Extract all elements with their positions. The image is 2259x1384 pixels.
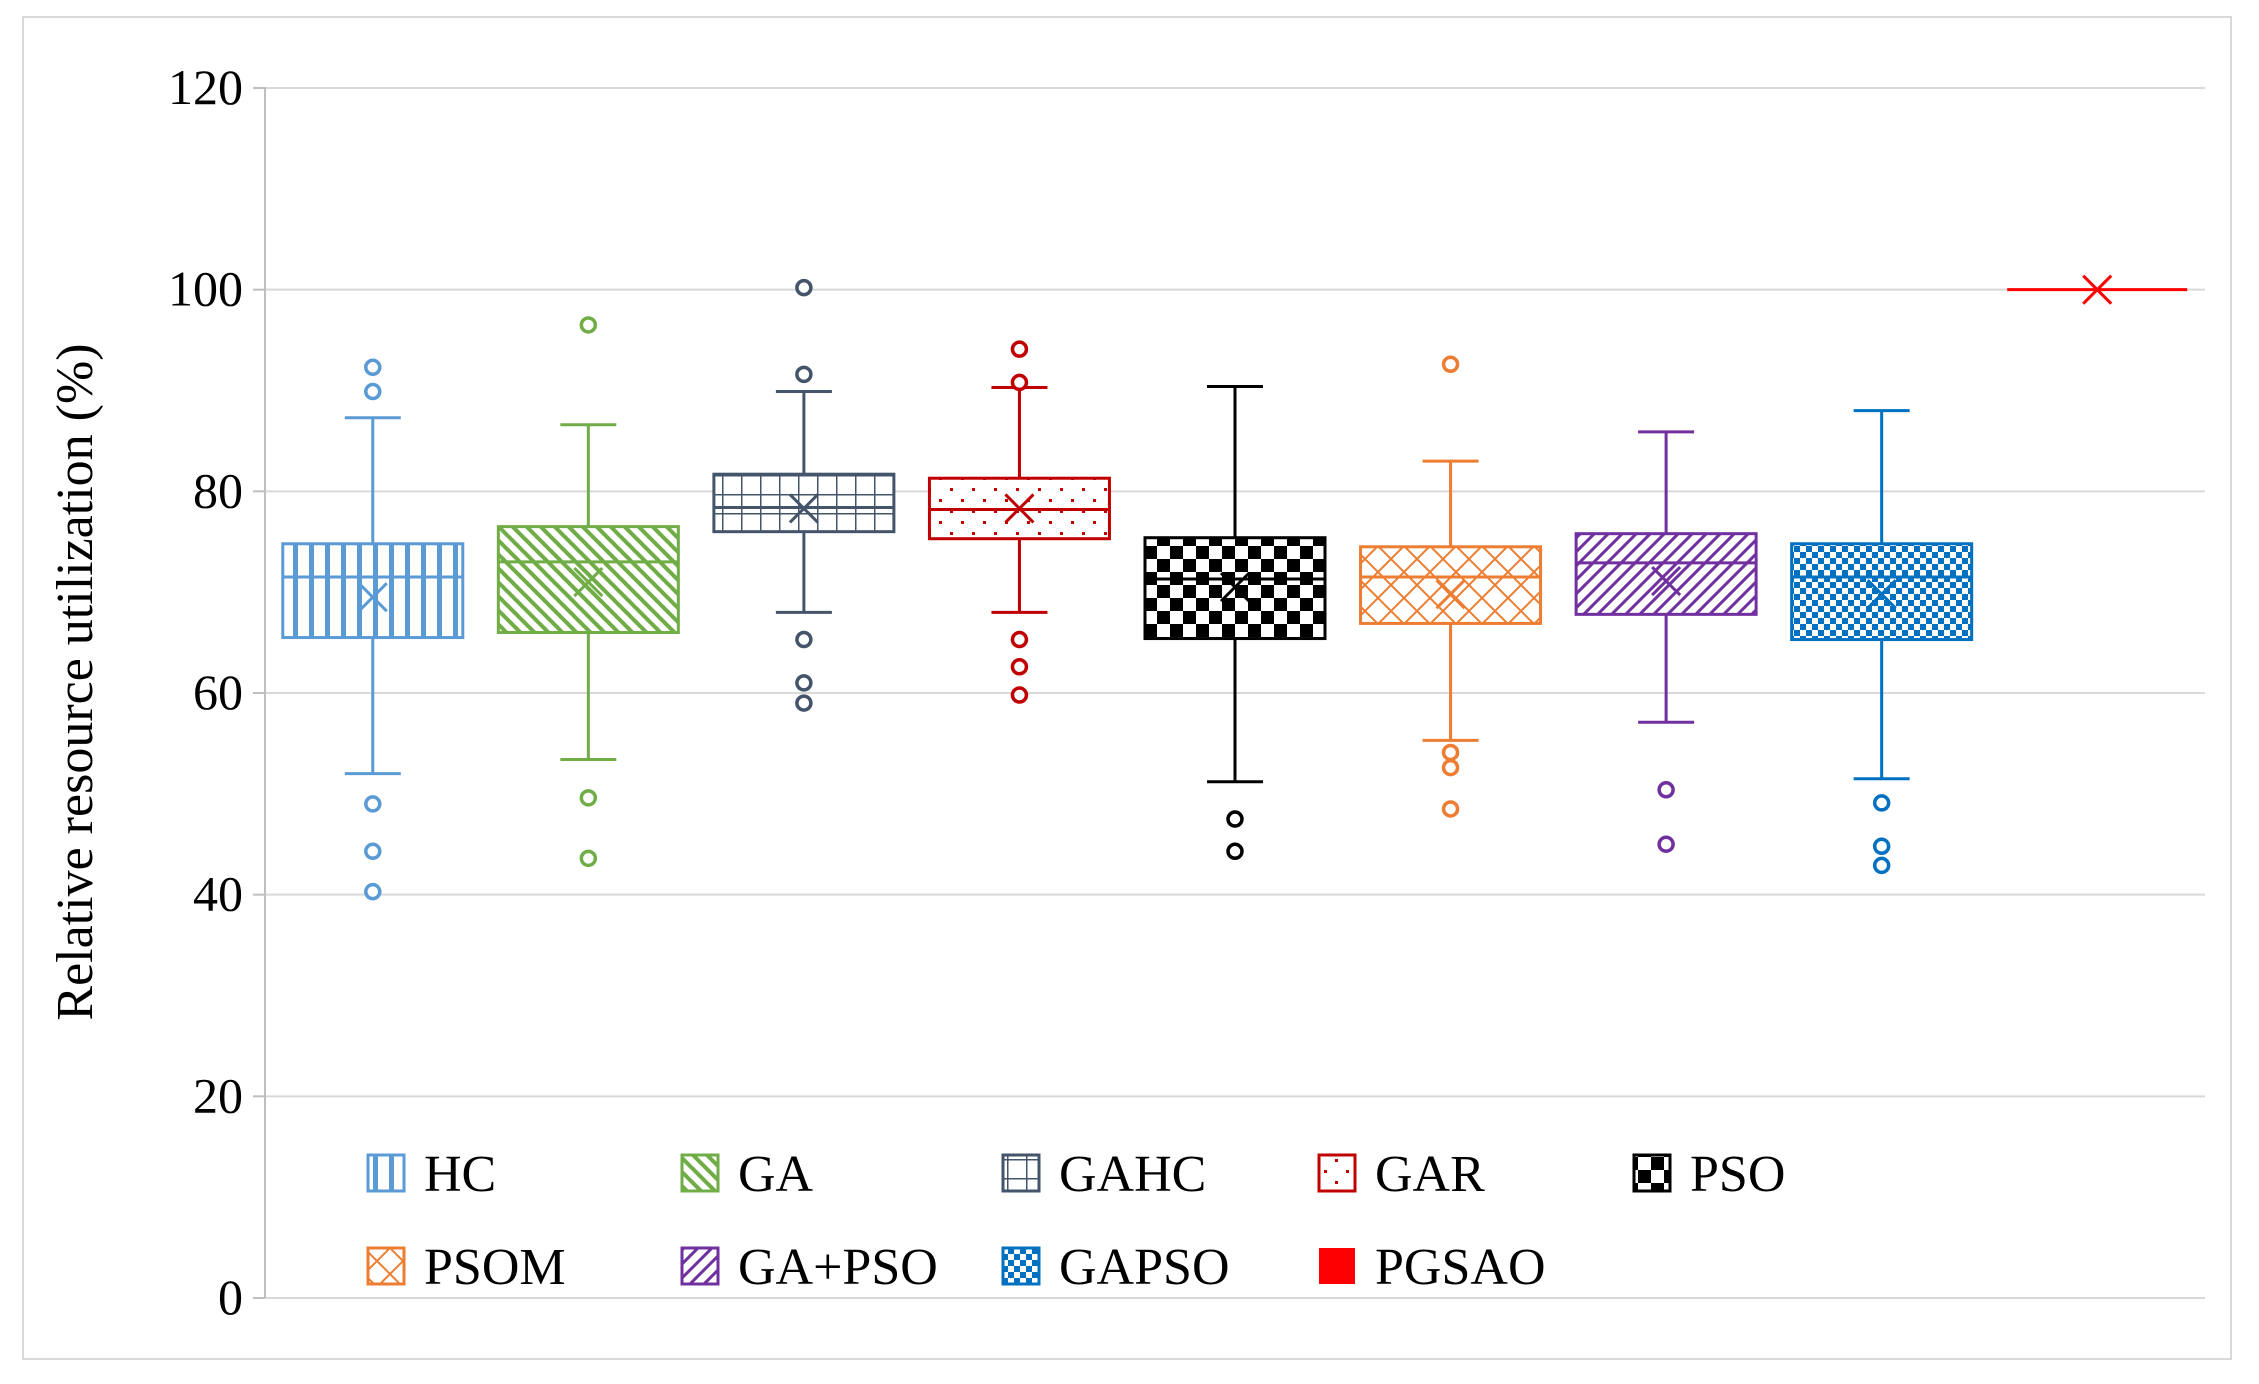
outlier-point bbox=[579, 849, 598, 868]
mean-marker bbox=[1004, 493, 1035, 524]
outlier-point bbox=[1872, 794, 1891, 812]
outlier-point bbox=[364, 882, 382, 901]
outlier-point bbox=[364, 842, 382, 861]
mean-marker bbox=[1866, 579, 1897, 610]
outlier-point bbox=[795, 674, 813, 692]
outlier-point bbox=[1657, 835, 1675, 853]
box-gar bbox=[927, 340, 1111, 704]
mean-marker bbox=[2082, 274, 2113, 305]
legend-label: PGSAO bbox=[1375, 1239, 1546, 1296]
box-psom bbox=[1359, 355, 1543, 818]
legend-swatch bbox=[1317, 1153, 1357, 1193]
legend-swatch bbox=[680, 1246, 720, 1286]
outlier-point bbox=[1872, 856, 1891, 875]
legend-label: GA bbox=[738, 1146, 814, 1203]
legend-item-hc: HC bbox=[366, 1146, 496, 1203]
outlier-point bbox=[1226, 810, 1244, 828]
legend-swatch bbox=[1319, 1248, 1355, 1284]
iqr-box bbox=[1790, 542, 1974, 642]
outlier-point bbox=[1872, 837, 1891, 856]
mean-marker bbox=[573, 567, 604, 598]
legend-item-ga-pso: GA+PSO bbox=[680, 1239, 938, 1296]
y-tick-label: 0 bbox=[218, 1269, 243, 1325]
y-tick-label: 120 bbox=[168, 59, 243, 115]
legend: HC GA GAHC GAR PSO PSOM GA+PSO GAPSO PGSAO bbox=[366, 1146, 1785, 1296]
legend-label: HC bbox=[424, 1146, 496, 1203]
outlier-point bbox=[364, 358, 382, 377]
outlier-point bbox=[1010, 686, 1029, 704]
outlier-point bbox=[1010, 340, 1029, 358]
legend-item-gapso: GAPSO bbox=[1001, 1239, 1230, 1296]
outlier-point bbox=[795, 630, 813, 649]
legend-item-gar: GAR bbox=[1317, 1146, 1485, 1203]
legend-swatch bbox=[1001, 1153, 1041, 1193]
legend-swatch bbox=[1001, 1246, 1041, 1286]
outlier-point bbox=[795, 278, 813, 297]
legend-swatch bbox=[1632, 1153, 1672, 1193]
mean-marker bbox=[1435, 579, 1466, 610]
legend-label: GAPSO bbox=[1059, 1239, 1230, 1296]
outlier-point bbox=[795, 694, 813, 712]
legend-swatch bbox=[680, 1153, 720, 1193]
chart-frame bbox=[22, 16, 2232, 1360]
outlier-point bbox=[579, 316, 598, 334]
mean-marker bbox=[788, 493, 819, 524]
y-tick-label: 80 bbox=[193, 462, 243, 518]
outlier-point bbox=[1010, 373, 1029, 392]
outlier-point bbox=[1441, 355, 1460, 374]
box-pso bbox=[1143, 384, 1327, 861]
y-tick-label: 60 bbox=[193, 664, 243, 720]
box-gapso bbox=[1790, 409, 1974, 875]
outlier-point bbox=[364, 382, 382, 401]
iqr-box bbox=[496, 525, 680, 634]
outlier-point bbox=[1010, 658, 1029, 676]
box-ga bbox=[496, 316, 680, 868]
iqr-box bbox=[1574, 532, 1758, 616]
outlier-point bbox=[1010, 630, 1029, 649]
outlier-point bbox=[1657, 781, 1675, 799]
iqr-box bbox=[1359, 545, 1543, 625]
y-tick-label: 20 bbox=[193, 1067, 243, 1123]
outlier-point bbox=[1441, 800, 1460, 818]
legend-swatch bbox=[366, 1246, 406, 1286]
mean-marker bbox=[1219, 572, 1251, 603]
y-tick-label: 100 bbox=[168, 261, 243, 317]
box-ga-pso bbox=[1574, 430, 1758, 853]
boxes bbox=[281, 274, 2188, 901]
outlier-point bbox=[1226, 842, 1244, 861]
legend-swatch bbox=[366, 1153, 406, 1193]
legend-label: PSOM bbox=[424, 1239, 566, 1296]
outlier-point bbox=[1441, 743, 1460, 762]
legend-item-pso: PSO bbox=[1632, 1146, 1785, 1203]
legend-item-ga: GA bbox=[680, 1146, 814, 1203]
legend-label: PSO bbox=[1690, 1146, 1785, 1203]
legend-item-pgsao: PGSAO bbox=[1319, 1239, 1546, 1296]
outlier-point bbox=[579, 789, 598, 807]
iqr-box bbox=[281, 542, 465, 640]
outlier-point bbox=[364, 795, 382, 813]
y-tick-label: 40 bbox=[193, 866, 243, 922]
mean-marker bbox=[1651, 566, 1682, 597]
legend-label: GAHC bbox=[1059, 1146, 1206, 1203]
box-gahc bbox=[712, 278, 896, 712]
legend-item-gahc: GAHC bbox=[1001, 1146, 1206, 1203]
legend-label: GA+PSO bbox=[738, 1239, 938, 1296]
legend-label: GAR bbox=[1375, 1146, 1485, 1203]
outlier-point bbox=[1441, 758, 1460, 777]
mean-marker bbox=[357, 582, 388, 613]
outlier-point bbox=[795, 365, 813, 384]
box-pgsao bbox=[2007, 274, 2188, 305]
y-axis: 0 20 40 60 80 100 120 bbox=[168, 59, 266, 1325]
iqr-box bbox=[712, 472, 896, 534]
legend-item-psom: PSOM bbox=[366, 1239, 566, 1296]
box-hc bbox=[281, 358, 465, 901]
y-axis-label: Relative resource utilization (%) bbox=[47, 343, 104, 1020]
